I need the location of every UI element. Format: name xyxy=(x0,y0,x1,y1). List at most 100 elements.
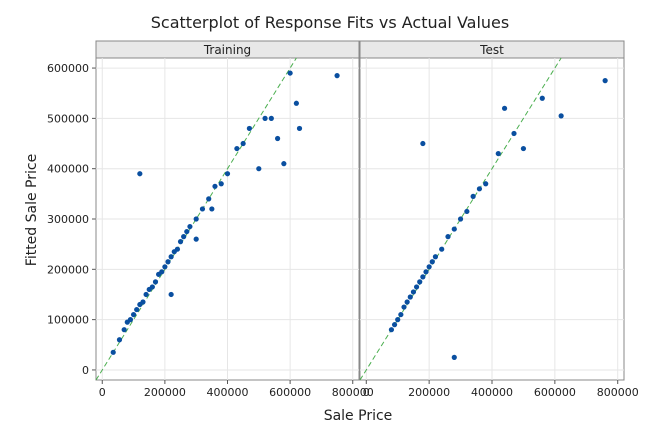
scatter-point xyxy=(501,105,508,111)
panel-title: Training xyxy=(203,43,251,57)
scatter-point xyxy=(168,291,174,298)
x-tick-label: 400000 xyxy=(471,386,513,399)
x-tick-label: 600000 xyxy=(269,386,311,399)
scatter-point xyxy=(334,73,340,79)
y-tick-label: 100000 xyxy=(47,314,89,327)
scatter-point xyxy=(206,196,212,202)
scatter-point xyxy=(218,181,224,187)
x-tick-label: 200000 xyxy=(408,386,450,399)
scatter-point xyxy=(209,206,215,212)
scatter-point xyxy=(181,234,187,240)
scatter-point xyxy=(281,161,287,167)
scatter-point xyxy=(159,269,165,275)
scatter-point xyxy=(234,145,240,152)
scatter-point xyxy=(240,140,246,147)
y-tick-label: 400000 xyxy=(47,163,89,176)
scatter-point xyxy=(256,166,262,172)
y-tick-label: 200000 xyxy=(47,263,89,276)
scatter-point xyxy=(451,354,457,360)
scatter-point xyxy=(140,299,146,305)
scatter-point xyxy=(457,216,464,222)
y-axis-label: Fitted Sale Price xyxy=(24,154,40,266)
scatter-point xyxy=(420,274,426,280)
scatter-point xyxy=(423,269,429,275)
scatter-point xyxy=(116,337,123,343)
scatter-point xyxy=(432,254,439,260)
scatter-point xyxy=(246,125,253,132)
y-tick-label: 600000 xyxy=(47,62,89,75)
scatter-point xyxy=(143,291,149,298)
scatter-point xyxy=(177,239,184,245)
scatter-point xyxy=(520,145,527,152)
x-tick-label: 200000 xyxy=(144,386,186,399)
x-tick-label: 0 xyxy=(363,386,370,399)
scatter-point xyxy=(293,100,299,106)
scatter-point xyxy=(130,311,137,318)
scatter-point xyxy=(417,279,423,285)
scatter-point xyxy=(110,349,116,355)
x-tick-label: 800000 xyxy=(332,386,374,399)
scatter-point xyxy=(470,193,476,199)
scatter-point xyxy=(464,208,470,215)
scatter-point xyxy=(429,259,435,265)
scatter-point xyxy=(287,70,293,76)
scatter-point xyxy=(395,317,401,323)
scatter-point xyxy=(388,327,395,333)
scatter-point xyxy=(165,259,171,265)
scatter-point xyxy=(539,95,545,101)
scatter-point xyxy=(413,284,420,290)
x-axis-label: Sale Price xyxy=(324,408,393,424)
scatter-point xyxy=(511,130,517,137)
scatter-point xyxy=(445,234,451,240)
scatter-point xyxy=(410,289,417,295)
x-tick-label: 0 xyxy=(99,386,106,399)
scatter-point xyxy=(268,115,274,121)
scatter-point xyxy=(134,306,140,313)
scatter-point xyxy=(404,299,410,305)
scatter-point xyxy=(274,135,281,142)
scatter-point xyxy=(495,150,501,157)
scatter-point xyxy=(451,226,457,232)
scatter-point xyxy=(127,317,134,323)
y-tick-label: 0 xyxy=(82,364,89,377)
scatter-point xyxy=(193,216,199,222)
panels: 0 100000 200000 300000 400000 500000 600000 Tra… xyxy=(47,40,639,399)
scatter-point xyxy=(401,304,407,310)
scatter-point xyxy=(407,294,413,300)
scatter-point xyxy=(149,284,155,290)
chart-title: Scatterplot of Response Fits vs Actual V… xyxy=(151,13,509,32)
x-tick-label: 400000 xyxy=(207,386,249,399)
scatter-point xyxy=(558,113,564,119)
scatter-point xyxy=(162,264,168,270)
y-tick-label: 500000 xyxy=(47,112,89,125)
scatter-point xyxy=(174,246,181,252)
scatter-point xyxy=(391,322,398,328)
scatter-point xyxy=(296,125,303,132)
scatter-point xyxy=(187,223,193,230)
scatter-point xyxy=(262,115,268,121)
scatter-point xyxy=(224,171,231,177)
scatter-point xyxy=(184,228,190,235)
scatter-point xyxy=(483,181,489,187)
reference-line xyxy=(95,57,297,381)
scatter-point xyxy=(137,171,143,177)
scatter-point xyxy=(121,327,127,333)
scatter-point xyxy=(426,264,432,270)
y-tick-label: 300000 xyxy=(47,213,89,226)
scatter-point xyxy=(168,254,174,260)
scatter-point xyxy=(476,186,483,192)
scatter-point xyxy=(398,311,404,318)
x-tick-label: 600000 xyxy=(534,386,576,399)
scatter-point xyxy=(199,206,206,212)
panel-title: Test xyxy=(479,43,504,57)
scatter-point xyxy=(439,246,445,252)
reference-line xyxy=(359,57,562,381)
scatter-point xyxy=(602,78,608,84)
x-tick-label: 800000 xyxy=(597,386,639,399)
scatter-point xyxy=(152,279,159,285)
scatter-point xyxy=(212,183,218,189)
scatter-point xyxy=(420,140,426,147)
scatter-point xyxy=(193,236,199,242)
